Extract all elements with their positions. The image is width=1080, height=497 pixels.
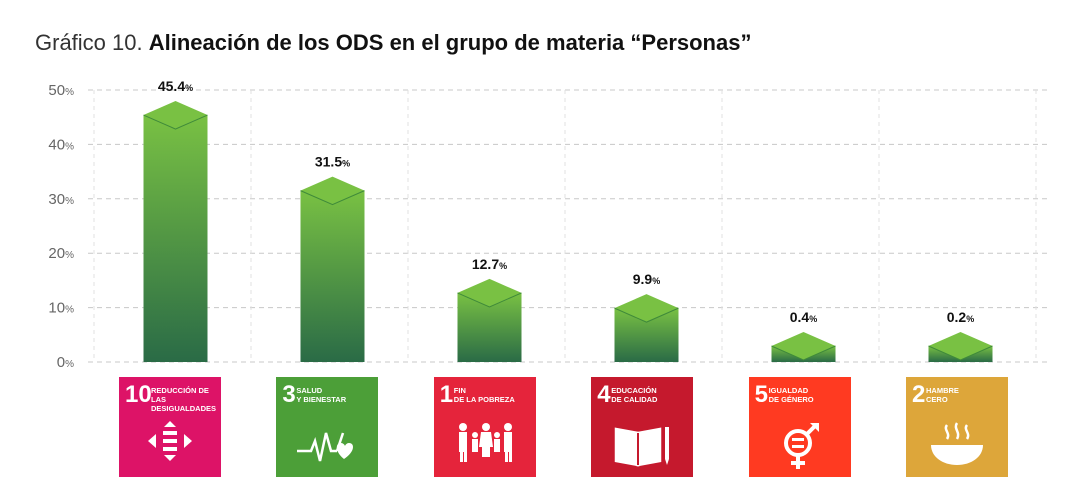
data-label: 12.7%	[472, 256, 507, 272]
bar	[143, 101, 208, 362]
y-tick-label: 0%	[57, 354, 74, 371]
data-label: 9.9%	[633, 271, 660, 287]
y-tick-label: 30%	[48, 191, 74, 208]
sdg-number: 10	[125, 381, 152, 408]
sdg-number: 5	[754, 381, 768, 408]
sdg-label: SALUD Y BIENESTAR	[296, 386, 347, 404]
chart-grid	[88, 89, 1048, 363]
sdg-tile: 10 REDUCCIÓN DE LAS DESIGUALDADES	[119, 377, 221, 477]
sdg-number: 1	[439, 381, 454, 408]
sdg-tile: 5 IGUALDAD DE GÉNERO	[748, 377, 851, 477]
sdg-number: 2	[912, 381, 926, 408]
sdg-number: 3	[282, 381, 296, 408]
gender-equality-icon	[783, 423, 819, 469]
bar	[771, 332, 836, 362]
data-label: 0.2%	[947, 309, 974, 325]
book-pencil-icon	[614, 427, 670, 467]
data-label: 45.4%	[158, 78, 193, 94]
sdg-tile: 3 SALUD Y BIENESTAR	[276, 377, 379, 477]
bar	[300, 176, 365, 362]
sdg-tile: 2 HAMBRE CERO	[906, 377, 1008, 477]
family-icon	[458, 423, 512, 462]
bowl-icon	[931, 422, 983, 465]
chart-title-prefix: Gráfico 10.	[35, 30, 143, 55]
sdg-label: IGUALDAD DE GÉNERO	[768, 386, 814, 404]
bar	[457, 278, 522, 362]
sdg-label: REDUCCIÓN DE LAS DESIGUALDADES	[151, 386, 217, 413]
bar	[614, 294, 679, 362]
y-tick-label: 40%	[48, 136, 74, 153]
sdg-number: 4	[597, 381, 611, 408]
y-tick-label: 50%	[48, 82, 74, 99]
data-labels: 45.4% 31.5% 12.7% 9.9% 0.4% 0.2%	[158, 78, 974, 325]
chart-title-main: Alineación de los ODS en el grupo de mat…	[148, 30, 752, 55]
sdg-label: HAMBRE CERO	[926, 386, 959, 404]
data-label: 0.4%	[790, 309, 817, 325]
heartbeat-icon	[297, 432, 354, 462]
sdg-tile: 4 EDUCACIÓN DE CALIDAD	[591, 377, 694, 477]
bar-series	[143, 101, 993, 362]
y-tick-label: 20%	[48, 245, 74, 262]
sdg-label: FIN DE LA POBREZA	[453, 386, 515, 404]
chart-title: Gráfico 10. Alineación de los ODS en el …	[35, 30, 751, 56]
sdg-label: EDUCACIÓN DE CALIDAD	[611, 386, 658, 404]
sdg-tile: 1 FIN DE LA POBREZA	[433, 377, 536, 477]
data-label: 31.5%	[315, 154, 350, 170]
y-axis: 0% 10% 20% 30% 40% 50%	[48, 82, 74, 371]
inequality-arrows-icon	[148, 421, 192, 461]
bar	[928, 332, 993, 362]
y-tick-label: 10%	[48, 300, 74, 317]
